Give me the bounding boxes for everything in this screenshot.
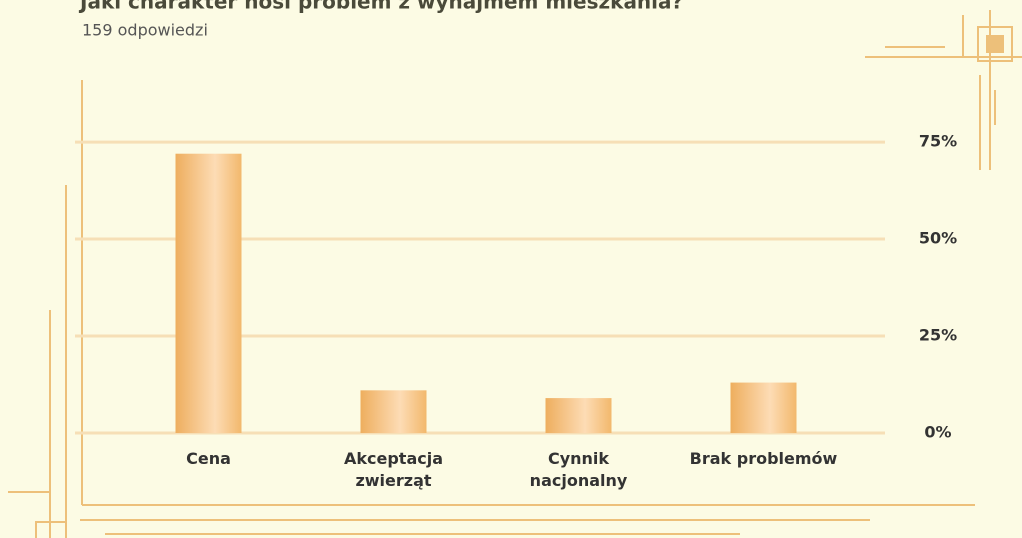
chart-title: Jaki charakter nosi problem z wynajmem m…: [78, 0, 683, 14]
y-tick-label: 25%: [919, 326, 957, 345]
page: Jaki charakter nosi problem z wynajmem m…: [0, 0, 1022, 538]
x-tick-label: Cena: [134, 448, 284, 470]
x-tick-label: Akceptacja zwierząt: [319, 448, 469, 492]
bar: [361, 390, 427, 433]
x-tick-label: Brak problemów: [689, 448, 839, 470]
bar: [176, 154, 242, 433]
y-tick-label: 75%: [919, 132, 957, 151]
y-tick-label: 50%: [919, 229, 957, 248]
bar: [546, 398, 612, 433]
chart-subtitle: 159 odpowiedzi: [82, 21, 208, 40]
x-tick-label: Cynnik nacjonalny: [504, 448, 654, 492]
y-tick-label: 0%: [924, 423, 951, 442]
bar: [731, 383, 797, 433]
